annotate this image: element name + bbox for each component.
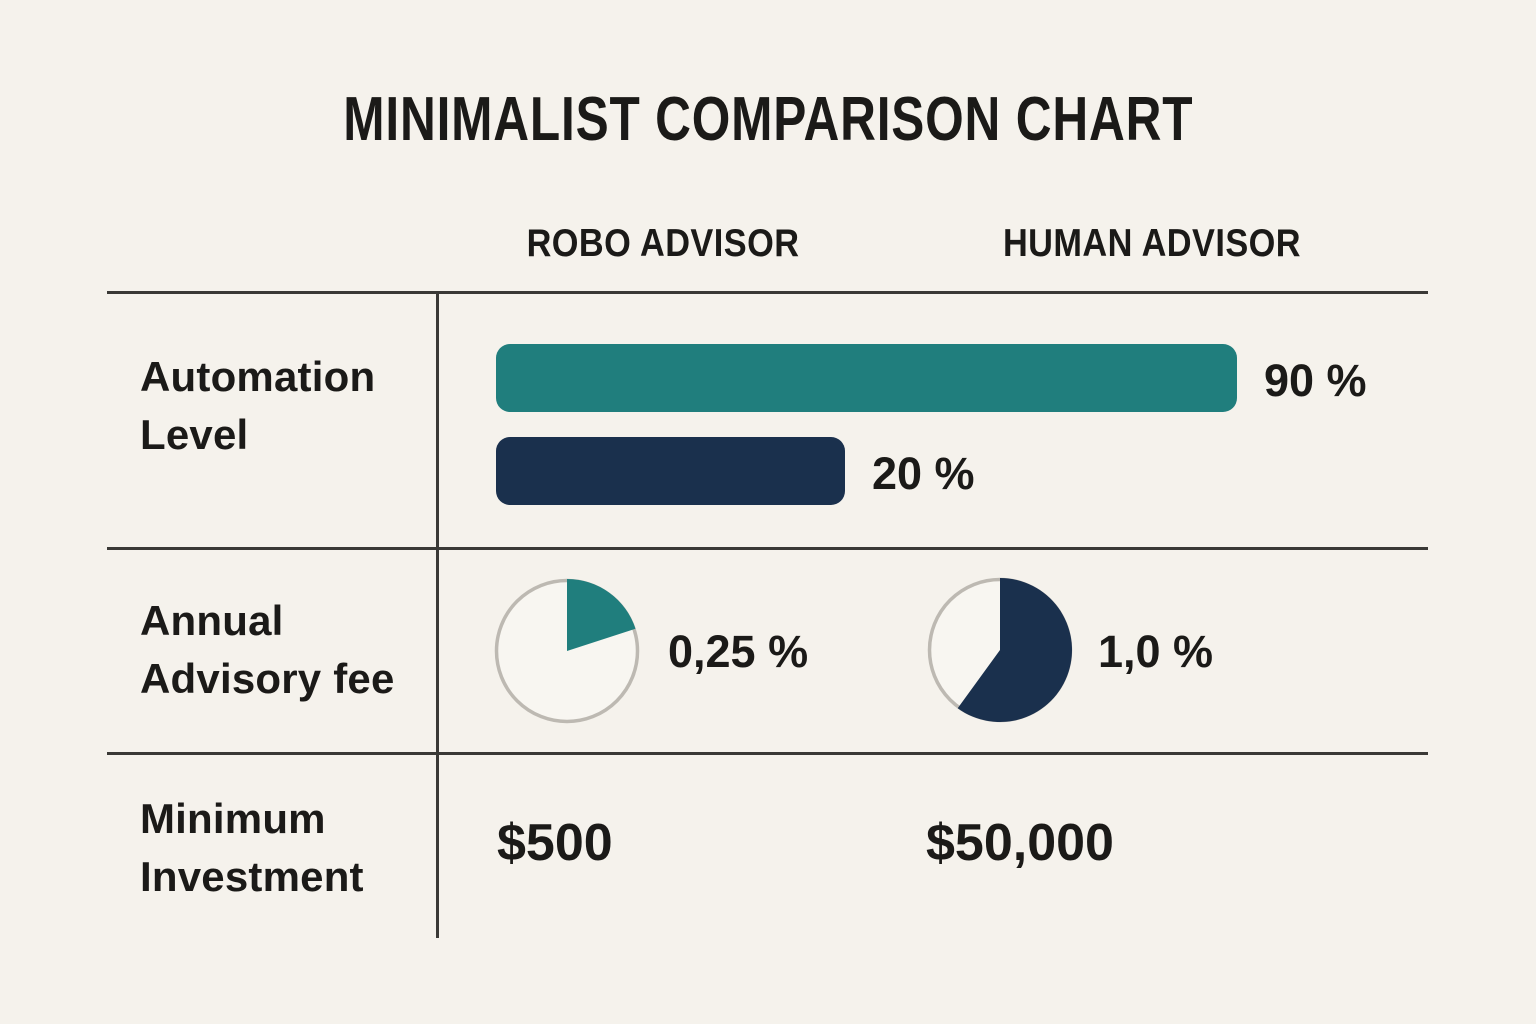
pie-chart-robo-fee bbox=[494, 578, 640, 724]
pie-wedge bbox=[567, 579, 636, 651]
page-title: MINIMALIST COMPARISON CHART bbox=[0, 84, 1536, 155]
grid-line-horizontal-1 bbox=[107, 291, 1428, 294]
row-label-line1: Automation bbox=[140, 353, 376, 400]
row-label-line1: Minimum bbox=[140, 795, 326, 842]
page-title-text: MINIMALIST COMPARISON CHART bbox=[342, 85, 1194, 154]
row-label-minimum-investment: Minimum Investment bbox=[140, 790, 364, 906]
value-human-minimum-investment: $50,000 bbox=[926, 814, 1114, 872]
row-label-line2: Advisory fee bbox=[140, 655, 395, 702]
row-label-annual-advisory-fee: Annual Advisory fee bbox=[140, 592, 395, 708]
grid-line-horizontal-3 bbox=[107, 752, 1428, 755]
bar-robo-automation bbox=[496, 344, 1237, 412]
row-label-automation-level: Automation Level bbox=[140, 348, 375, 464]
value-robo-minimum-investment: $500 bbox=[497, 814, 613, 872]
pie-chart-human-fee bbox=[927, 577, 1073, 723]
row-label-line2: Level bbox=[140, 411, 249, 458]
bar-value-human-automation: 20 % bbox=[872, 448, 975, 499]
pie-value-robo-fee: 0,25 % bbox=[668, 626, 809, 677]
column-header-robo-advisor: ROBO ADVISOR bbox=[526, 222, 800, 265]
grid-line-vertical bbox=[436, 292, 439, 938]
bar-human-automation bbox=[496, 437, 845, 505]
row-label-line2: Investment bbox=[140, 853, 364, 900]
pie-wedge bbox=[957, 578, 1072, 722]
bar-value-robo-automation: 90 % bbox=[1264, 355, 1367, 406]
column-header-human-advisor: HUMAN ADVISOR bbox=[1002, 222, 1302, 265]
grid-line-horizontal-2 bbox=[107, 547, 1428, 550]
row-label-line1: Annual bbox=[140, 597, 284, 644]
pie-value-human-fee: 1,0 % bbox=[1098, 626, 1214, 677]
